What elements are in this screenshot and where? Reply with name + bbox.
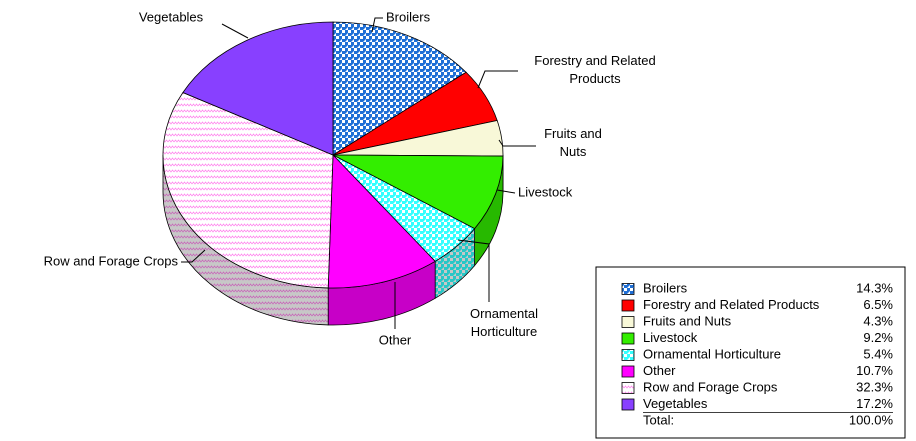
slice (182, 21, 334, 156)
total-value: 100.0% (849, 412, 894, 427)
slice-label: Fruits and Nuts (544, 126, 602, 159)
slice (332, 21, 467, 156)
legend-swatch (621, 382, 635, 394)
legend-label: Row and Forage Crops (643, 379, 778, 394)
legend-swatch (621, 299, 635, 312)
slice-side-shade (474, 156, 503, 266)
legend: Broilers 14.3% Forestry and Related Produc… (595, 266, 906, 439)
slice-side-shade (163, 155, 329, 325)
leader-line (221, 23, 249, 39)
legend-value: 6.5% (863, 297, 893, 312)
leader-line (477, 70, 518, 89)
legend-label: Livestock (643, 330, 698, 345)
legend-value: 32.3% (856, 379, 893, 394)
leader-line (181, 249, 206, 263)
slice (327, 154, 436, 289)
slice-label: Broilers (386, 9, 431, 24)
legend-swatch (621, 398, 635, 411)
legend-box (595, 266, 906, 439)
legend-value: 4.3% (863, 313, 893, 328)
legend-swatch (621, 349, 635, 361)
leader-line (496, 189, 516, 194)
leader-line (498, 139, 536, 147)
slice-label: Forestry and Related Products (534, 53, 655, 86)
legend-label: Other (643, 363, 676, 378)
legend-label: Fruits and Nuts (643, 313, 732, 328)
leader-line (371, 17, 383, 33)
slice (162, 92, 334, 289)
slice-labels: Broilers Forestry and Related Products Frui… (44, 9, 656, 347)
legend-swatch (621, 365, 635, 378)
legend-label: Broilers (643, 280, 688, 295)
legend-swatch (621, 316, 635, 328)
legend-value: 14.3% (856, 280, 893, 295)
legend-value: 5.4% (863, 346, 893, 361)
slice-side-shade (435, 228, 475, 299)
legend-swatch (621, 283, 635, 295)
slice-label: Ornamental Horticulture (470, 306, 538, 339)
total-label: Total: (643, 412, 674, 427)
legend-value: 9.2% (863, 330, 893, 345)
pie-tops (162, 21, 504, 289)
legend-label: Ornamental Horticulture (643, 346, 781, 361)
slice-side-shade (328, 261, 436, 326)
legend-label: Vegetables (643, 396, 708, 411)
legend-label: Forestry and Related Products (643, 297, 820, 312)
slice-label: Vegetables (139, 9, 204, 24)
slice-label: Livestock (518, 184, 573, 199)
slice-label: Row and Forage Crops (44, 253, 179, 268)
legend-value: 10.7% (856, 363, 893, 378)
legend-swatch (621, 332, 635, 345)
leader-line (457, 239, 490, 302)
legend-value: 17.2% (856, 396, 893, 411)
pie-sides (162, 154, 504, 326)
slice (332, 154, 504, 230)
slice-label: Other (379, 332, 412, 347)
